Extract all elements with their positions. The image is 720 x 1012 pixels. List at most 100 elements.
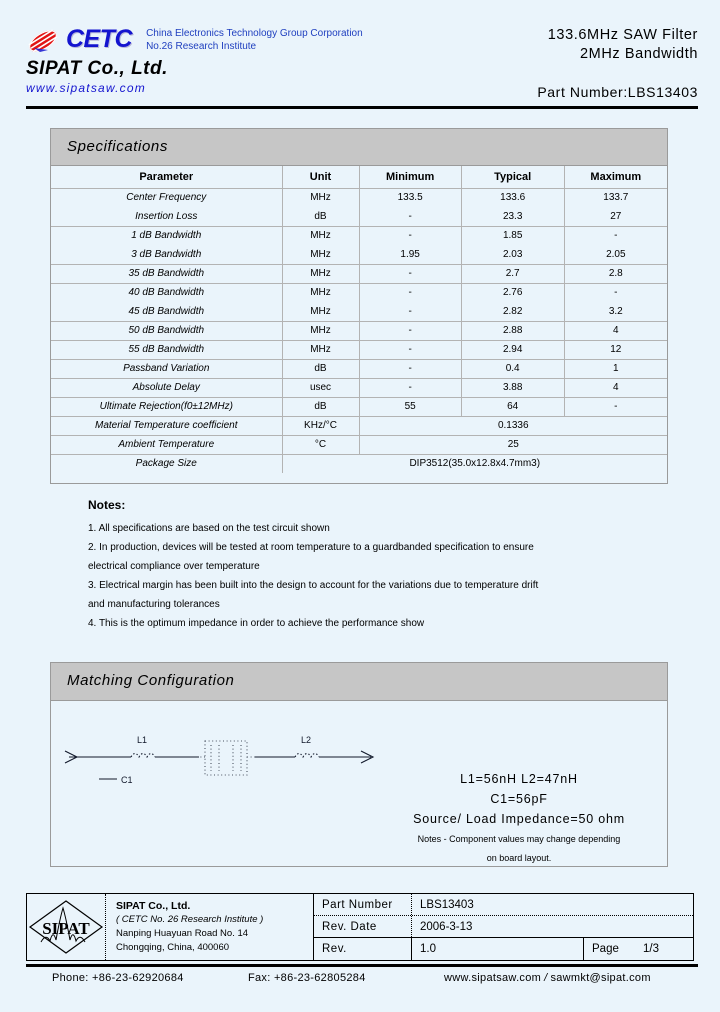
cell-unit: MHz	[281, 187, 360, 207]
cetc-company-name: China Electronics Technology Group Corpo…	[146, 28, 363, 53]
table-header-row: Parameter Unit Minimum Typical Maximum	[51, 166, 667, 189]
cell-maximum: 27	[563, 207, 667, 227]
cell-parameter: Passband Variation	[51, 358, 283, 379]
cell-unit: MHz	[281, 263, 360, 284]
cell-parameter: 1 dB Bandwidth	[51, 225, 283, 245]
cell-maximum: 3.2	[563, 302, 667, 322]
sipat-website-link[interactable]: www.sipatsaw.com	[26, 81, 146, 95]
contact-email[interactable]: sawmkt@sipat.com	[550, 972, 651, 984]
footer-address-line2: Chongqing, China, 400060	[116, 942, 230, 953]
header-product-info: 133.6MHz SAW Filter 2MHz Bandwidth Part …	[537, 26, 698, 100]
column-header-minimum: Minimum	[358, 166, 462, 189]
cell-parameter: 50 dB Bandwidth	[51, 320, 283, 341]
table-row: Insertion Loss dB - 23.3 27	[51, 207, 667, 227]
cell-parameter: 45 dB Bandwidth	[51, 302, 283, 322]
cell-minimum: -	[358, 320, 462, 341]
cell-unit: MHz	[281, 339, 360, 360]
page-label: Page	[583, 938, 643, 960]
cell-typical: 2.94	[460, 339, 565, 360]
cell-typical: 1.85	[460, 225, 565, 245]
note-line: electrical compliance over temperature	[88, 561, 260, 572]
contact-web-email: www.sipatsaw.com / sawmkt@sipat.com	[444, 972, 698, 984]
cell-parameter: 35 dB Bandwidth	[51, 263, 283, 284]
table-row: 55 dB Bandwidth MHz - 2.94 12	[51, 339, 667, 360]
cell-unit: MHz	[281, 302, 360, 322]
cell-unit: KHz/°C	[281, 415, 360, 436]
cell-maximum: -	[563, 282, 667, 302]
inductor-values: L1=56nH L2=47nH	[460, 772, 578, 786]
header-part-number: Part Number:LBS13403	[537, 84, 698, 100]
cetc-company-line2: No.26 Research Institute	[146, 40, 257, 52]
contact-website[interactable]: www.sipatsaw.com	[444, 972, 542, 984]
field-value: LBS13403	[411, 894, 693, 915]
specifications-panel: Specifications Parameter Unit Minimum Ty…	[50, 128, 668, 484]
table-row: 3 dB Bandwidth MHz 1.95 2.03 2.05	[51, 245, 667, 265]
cell-typical: 2.82	[460, 302, 565, 322]
contact-separator: /	[544, 972, 548, 984]
cell-typical: 2.76	[460, 282, 565, 302]
cell-parameter: Material Temperature coefficient	[51, 415, 283, 436]
sipat-company-name: SIPAT Co., Ltd.	[26, 58, 168, 79]
note-line: and manufacturing tolerances	[88, 599, 220, 610]
cetc-ellipse-logo-icon	[26, 28, 60, 54]
table-row: 35 dB Bandwidth MHz - 2.7 2.8	[51, 263, 667, 284]
footer-address-line1: Nanping Huayuan Road No. 14	[116, 928, 249, 939]
cell-minimum: -	[358, 377, 462, 398]
cell-parameter: 40 dB Bandwidth	[51, 282, 283, 302]
field-label: Rev.	[322, 942, 347, 955]
cell-unit: MHz	[281, 282, 360, 302]
cell-minimum: -	[358, 263, 462, 284]
contact-fax: Fax: +86-23-62805284	[248, 972, 366, 984]
circuit-label-l1: L1	[137, 735, 147, 745]
cell-maximum: 4	[563, 320, 667, 341]
footer-divider	[26, 964, 698, 967]
cetc-company-line1: China Electronics Technology Group Corpo…	[146, 28, 363, 39]
cell-typical: 3.88	[460, 377, 565, 398]
cell-minimum: -	[358, 225, 462, 245]
table-row: Material Temperature coefficient KHz/°C …	[51, 415, 667, 436]
column-header-unit: Unit	[281, 166, 360, 189]
footer-address-block: SIPAT Co., Ltd. ( CETC No. 26 Research I…	[106, 894, 314, 960]
field-label: Part Number	[322, 898, 393, 911]
contact-line: Phone: +86-23-62920684 Fax: +86-23-62805…	[52, 972, 698, 984]
field-label: Rev. Date	[322, 920, 377, 933]
page-header: CETC China Electronics Technology Group …	[26, 26, 698, 106]
circuit-label-l2: L2	[301, 735, 311, 745]
footer-info-box: SIPAT SIPAT Co., Ltd. ( CETC No. 26 Rese…	[26, 893, 694, 961]
cell-typical: 23.3	[460, 207, 565, 227]
notes-section: Notes: 1. All specifications are based o…	[88, 498, 668, 633]
table-row: 40 dB Bandwidth MHz - 2.76 -	[51, 282, 667, 302]
table-row: Passband Variation dB - 0.4 1	[51, 358, 667, 379]
cell-typical: 2.88	[460, 320, 565, 341]
matching-body: L1 L2 C1 L1=56nH L2=47nH C1=56pF Source/…	[51, 701, 667, 867]
cell-typical: 2.03	[460, 245, 565, 265]
note-line: 3. Electrical margin has been built into…	[88, 580, 539, 591]
table-row: 45 dB Bandwidth MHz - 2.82 3.2	[51, 302, 667, 322]
cell-maximum: -	[563, 396, 667, 417]
cell-maximum: 133.7	[563, 187, 667, 207]
cell-minimum: 55	[358, 396, 462, 417]
sipat-diamond-logo-icon: SIPAT	[27, 894, 106, 960]
table-row: Absolute Delay usec - 3.88 4	[51, 377, 667, 398]
matching-circuit-diagram-icon: L1 L2 C1	[59, 711, 389, 831]
footer-company-name: SIPAT Co., Ltd.	[116, 900, 191, 912]
cell-typical: 133.6	[460, 187, 565, 207]
cell-parameter: Package Size	[51, 453, 283, 473]
note-line: 1. All specifications are based on the t…	[88, 523, 330, 534]
column-header-typical: Typical	[460, 166, 565, 189]
cell-merged-value: 25	[358, 434, 667, 455]
cell-merged-value: 0.1336	[358, 415, 667, 436]
cell-minimum: -	[358, 358, 462, 379]
cell-maximum: 4	[563, 377, 667, 398]
footer-field-rev: Rev. 1.0 Page 1/3	[314, 938, 693, 960]
cell-maximum: 1	[563, 358, 667, 379]
footer-field-part-number: Part Number LBS13403	[314, 894, 693, 916]
cell-unit: MHz	[281, 320, 360, 341]
cell-parameter: Center Frequency	[51, 187, 283, 207]
table-row: 50 dB Bandwidth MHz - 2.88 4	[51, 320, 667, 341]
note-line: 4. This is the optimum impedance in orde…	[88, 618, 425, 629]
product-title-line2: 2MHz Bandwidth	[579, 46, 698, 62]
cell-parameter: Ultimate Rejection(f0±12MHz)	[51, 396, 283, 417]
cell-typical: 0.4	[460, 358, 565, 379]
